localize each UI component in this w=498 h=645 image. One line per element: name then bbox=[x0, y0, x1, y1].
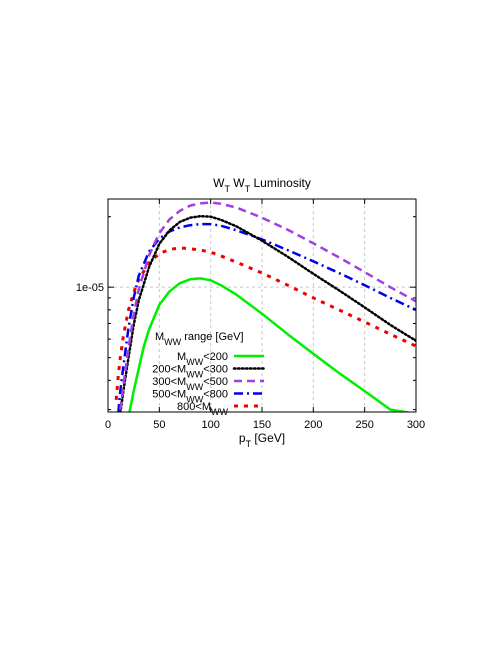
y-tick-label: 1e-05 bbox=[76, 282, 104, 294]
x-tick-label: 150 bbox=[253, 419, 271, 431]
x-tick-label: 300 bbox=[407, 419, 425, 431]
legend-label: 800<MWW bbox=[177, 401, 228, 417]
axis-ticks: 0 50 100 150 200 250 300 1e-05 bbox=[76, 199, 425, 431]
x-tick-label: 100 bbox=[201, 419, 219, 431]
series-line-2 bbox=[119, 214, 416, 412]
legend-label: 300<MWW<500 bbox=[152, 376, 228, 392]
x-tick-label: 200 bbox=[304, 419, 322, 431]
legend-label: 200<MWW<300 bbox=[152, 364, 228, 380]
legend-entries: MWW<200200<MWW<300300<MWW<500500<MWW<800… bbox=[152, 351, 266, 417]
legend-label: 500<MWW<800 bbox=[152, 389, 228, 405]
series-line-4 bbox=[117, 222, 416, 412]
x-tick-label: 0 bbox=[105, 419, 111, 431]
series-line-5 bbox=[114, 246, 416, 401]
series-line-1 bbox=[128, 277, 412, 412]
legend-title: MWW range [GeV] bbox=[155, 331, 244, 347]
series-line-3 bbox=[119, 201, 416, 410]
chart-title: WT WT Luminosity bbox=[213, 176, 311, 194]
legend: MWW range [GeV] MWW<200200<MWW<300300<MW… bbox=[152, 331, 266, 417]
legend-label: MWW<200 bbox=[177, 351, 228, 367]
x-tick-label: 250 bbox=[355, 419, 373, 431]
series-lines bbox=[114, 201, 416, 412]
x-tick-label: 50 bbox=[153, 419, 165, 431]
x-axis-label: pT [GeV] bbox=[239, 431, 285, 449]
